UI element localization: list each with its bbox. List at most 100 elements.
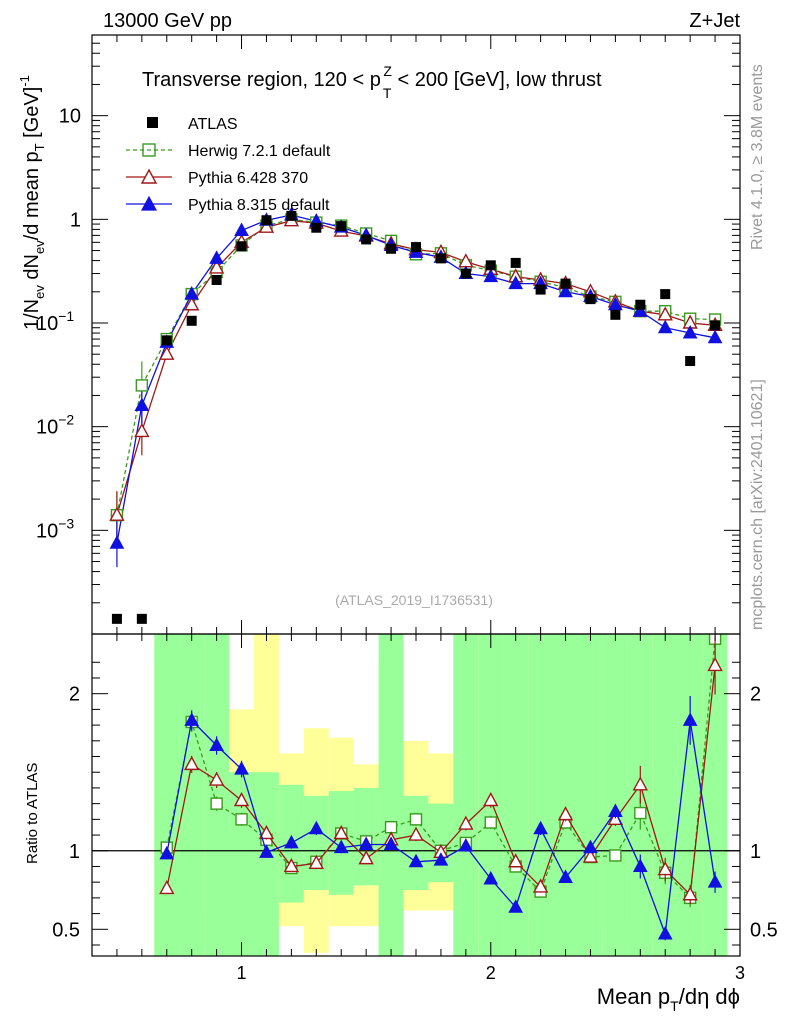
point-pythia8 [234, 222, 249, 237]
point-pythia8 [109, 535, 125, 549]
ratio-point-herwig [634, 806, 647, 820]
stat-uncertainty-band [204, 634, 230, 956]
point-atlas [710, 320, 721, 331]
point-pythia6 [258, 218, 275, 233]
point-pythia6 [184, 296, 200, 311]
ratio-point-pythia6 [707, 656, 723, 672]
point-pythia8 [632, 303, 648, 317]
x-tick-label: 3 [735, 963, 745, 983]
point-atlas [535, 284, 546, 295]
point-atlas [635, 299, 646, 310]
ratio-point-pythia8 [234, 761, 249, 775]
top-y-tick-label: 1 [70, 209, 81, 231]
ratio-point-pythia8 [408, 853, 424, 868]
stat-uncertainty-band [578, 634, 603, 956]
ratio-point-pythia6 [159, 879, 175, 895]
x-tick-label: 2 [486, 963, 496, 983]
ratio-point-herwig [235, 813, 248, 826]
point-herwig [135, 379, 149, 392]
ratio-point-pythia6 [358, 850, 374, 865]
x-axis-label: Mean pT/dη dϕ [597, 984, 740, 1014]
ratio-point-pythia8 [284, 834, 299, 849]
legend-label-herwig: Herwig 7.2.1 default [188, 143, 331, 160]
ratio-point-pythia6 [258, 825, 275, 840]
ratio-point-pythia6 [632, 776, 648, 791]
ratio-y-tick-label-right: 0.5 [750, 919, 778, 941]
ratio-y-tick-label-left: 2 [69, 684, 80, 706]
ratio-point-pythia6 [532, 878, 549, 893]
mcplots-label: mcplots.cern.ch [arXiv:2401.10621] [749, 379, 766, 630]
point-atlas [261, 215, 272, 226]
stat-uncertainty-band [652, 634, 678, 956]
legend-label-pythia8: Pythia 8.315 default [188, 197, 330, 214]
point-atlas [685, 355, 696, 366]
ratio-point-pythia8 [707, 874, 723, 888]
top-y-tick-label: 10−2 [36, 412, 74, 439]
ratio-point-herwig [484, 816, 497, 829]
beam-label: 13000 GeV pp [103, 10, 232, 32]
point-atlas [485, 260, 496, 271]
legend-marker-pythia8 [140, 195, 158, 211]
point-pythia8 [209, 250, 224, 264]
stat-uncertainty-band [254, 772, 279, 956]
ratio-y-tick-label-left: 1 [69, 841, 80, 863]
ratio-point-herwig [409, 813, 423, 826]
point-atlas [361, 234, 372, 245]
stat-uncertainty-band [453, 634, 479, 956]
point-pythia8 [508, 275, 524, 290]
point-pythia8 [483, 268, 499, 283]
stat-uncertainty-band [303, 795, 329, 891]
point-atlas [510, 257, 521, 268]
stat-uncertainty-band [179, 634, 205, 956]
ratio-point-pythia6 [458, 815, 474, 830]
point-pythia6 [134, 422, 150, 438]
top-y-tick-label: 10−1 [36, 308, 74, 335]
stat-uncertainty-band [602, 634, 628, 956]
ratio-point-herwig [384, 821, 398, 834]
ratio-point-pythia8 [533, 820, 548, 835]
ratio-point-pythia8 [159, 845, 175, 860]
legend-marker-herwig [142, 143, 156, 157]
ratio-y-tick-label-right: 1 [750, 841, 761, 863]
top-y-tick-label: 10 [59, 106, 81, 128]
title-pre: Transverse region, 120 < p [142, 69, 381, 91]
title-sup: Z [383, 63, 392, 79]
line-pythia6 [116, 220, 716, 516]
point-atlas [336, 221, 347, 232]
title-post: < 200 [GeV], low thrust [392, 69, 602, 91]
point-pythia8 [682, 324, 698, 339]
point-pythia8 [608, 296, 623, 311]
point-pythia8 [558, 283, 573, 298]
ratio-point-pythia8 [632, 858, 648, 872]
axes: 1 2 3 10 1 10−1 10−2 10−3 2 2 1 1 0.5 0.5 [36, 34, 778, 983]
ratio-point-pythia6 [682, 886, 698, 901]
line-herwig [116, 218, 716, 516]
point-atlas [236, 241, 247, 252]
ratio-error-bands [154, 634, 728, 956]
point-pythia8 [707, 329, 723, 344]
point-atlas [161, 335, 172, 346]
ratio-point-herwig [210, 797, 223, 810]
panel-title: Transverse region, 120 < pTZ < 200 [GeV]… [142, 63, 602, 101]
point-pythia6 [208, 259, 225, 274]
ratio-point-pythia6 [483, 792, 499, 807]
ratio-point-pythia8 [308, 820, 324, 835]
ratio-point-pythia8 [682, 712, 698, 726]
point-atlas [111, 613, 122, 624]
point-atlas [186, 315, 197, 326]
ratio-panel-series [92, 634, 740, 941]
stat-uncertainty-band [553, 634, 578, 956]
ratio-point-herwig [609, 849, 622, 862]
ratio-point-pythia8 [583, 839, 598, 854]
ratio-y-axis-label: Ratio to ATLAS [24, 763, 41, 864]
point-pythia8 [134, 397, 150, 412]
ratio-point-pythia8 [209, 737, 224, 752]
point-pythia6 [109, 506, 125, 521]
point-atlas [460, 268, 471, 279]
point-atlas [286, 210, 297, 221]
legend-label-pythia6: Pythia 6.428 370 [188, 170, 308, 187]
point-pythia8 [184, 286, 200, 300]
rivet-label: Rivet 4.1.0, ≥ 3.8M events [749, 64, 766, 250]
ratio-point-pythia8 [558, 869, 573, 883]
